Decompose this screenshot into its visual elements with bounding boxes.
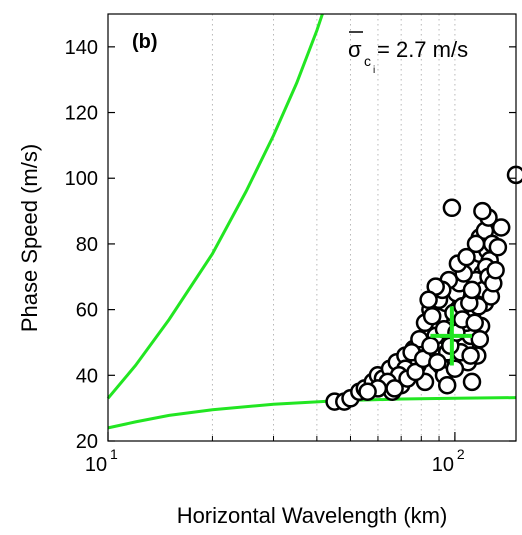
data-point xyxy=(437,375,457,395)
data-point xyxy=(462,280,482,300)
sigma-value: = 2.7 m/s xyxy=(377,37,468,62)
data-point xyxy=(473,201,492,221)
data-point xyxy=(488,237,508,257)
upper-curve xyxy=(106,13,324,400)
sigma-subsubscript: i xyxy=(373,65,375,76)
lower-curve xyxy=(107,396,517,430)
plot-frame xyxy=(107,13,517,442)
y-tick-label: 40 xyxy=(76,365,98,387)
sigma-symbol: σ xyxy=(348,37,362,62)
panel-label: (b) xyxy=(132,31,158,53)
scatter-points xyxy=(325,165,522,411)
data-point xyxy=(457,247,476,267)
y-tick-label: 100 xyxy=(65,168,98,190)
data-point xyxy=(421,336,440,355)
x-tick-exponent: 1 xyxy=(110,446,118,462)
data-point xyxy=(462,372,482,392)
data-point xyxy=(465,313,484,333)
dispersion-curves xyxy=(106,13,517,430)
y-tick-label: 80 xyxy=(76,234,98,256)
data-point xyxy=(419,290,438,310)
data-point xyxy=(358,382,377,401)
x-tick-label: 10 xyxy=(85,454,107,476)
y-tick-label: 20 xyxy=(76,431,98,453)
data-point xyxy=(385,379,404,398)
data-point xyxy=(428,352,447,372)
mean-cross xyxy=(430,306,472,366)
x-tick-exponent: 2 xyxy=(457,446,465,462)
data-point xyxy=(422,306,442,326)
y-axis-label: Phase Speed (m/s) xyxy=(17,144,42,332)
y-tick-label: 60 xyxy=(76,300,98,322)
y-tick-label: 120 xyxy=(65,103,98,125)
data-point xyxy=(466,234,486,254)
data-point xyxy=(491,218,511,237)
sigma-annotation: σ c i = 2.7 m/s xyxy=(348,31,468,76)
y-tick-label: 140 xyxy=(65,37,98,59)
data-point xyxy=(445,359,465,378)
data-point xyxy=(506,165,522,185)
data-point xyxy=(461,346,480,365)
x-axis-label: Horizontal Wavelength (km) xyxy=(177,503,448,528)
data-point xyxy=(486,260,505,280)
sigma-subscript: c xyxy=(364,53,371,69)
x-tick-label: 10 xyxy=(432,454,454,476)
data-point xyxy=(442,198,462,218)
data-point xyxy=(470,329,490,349)
